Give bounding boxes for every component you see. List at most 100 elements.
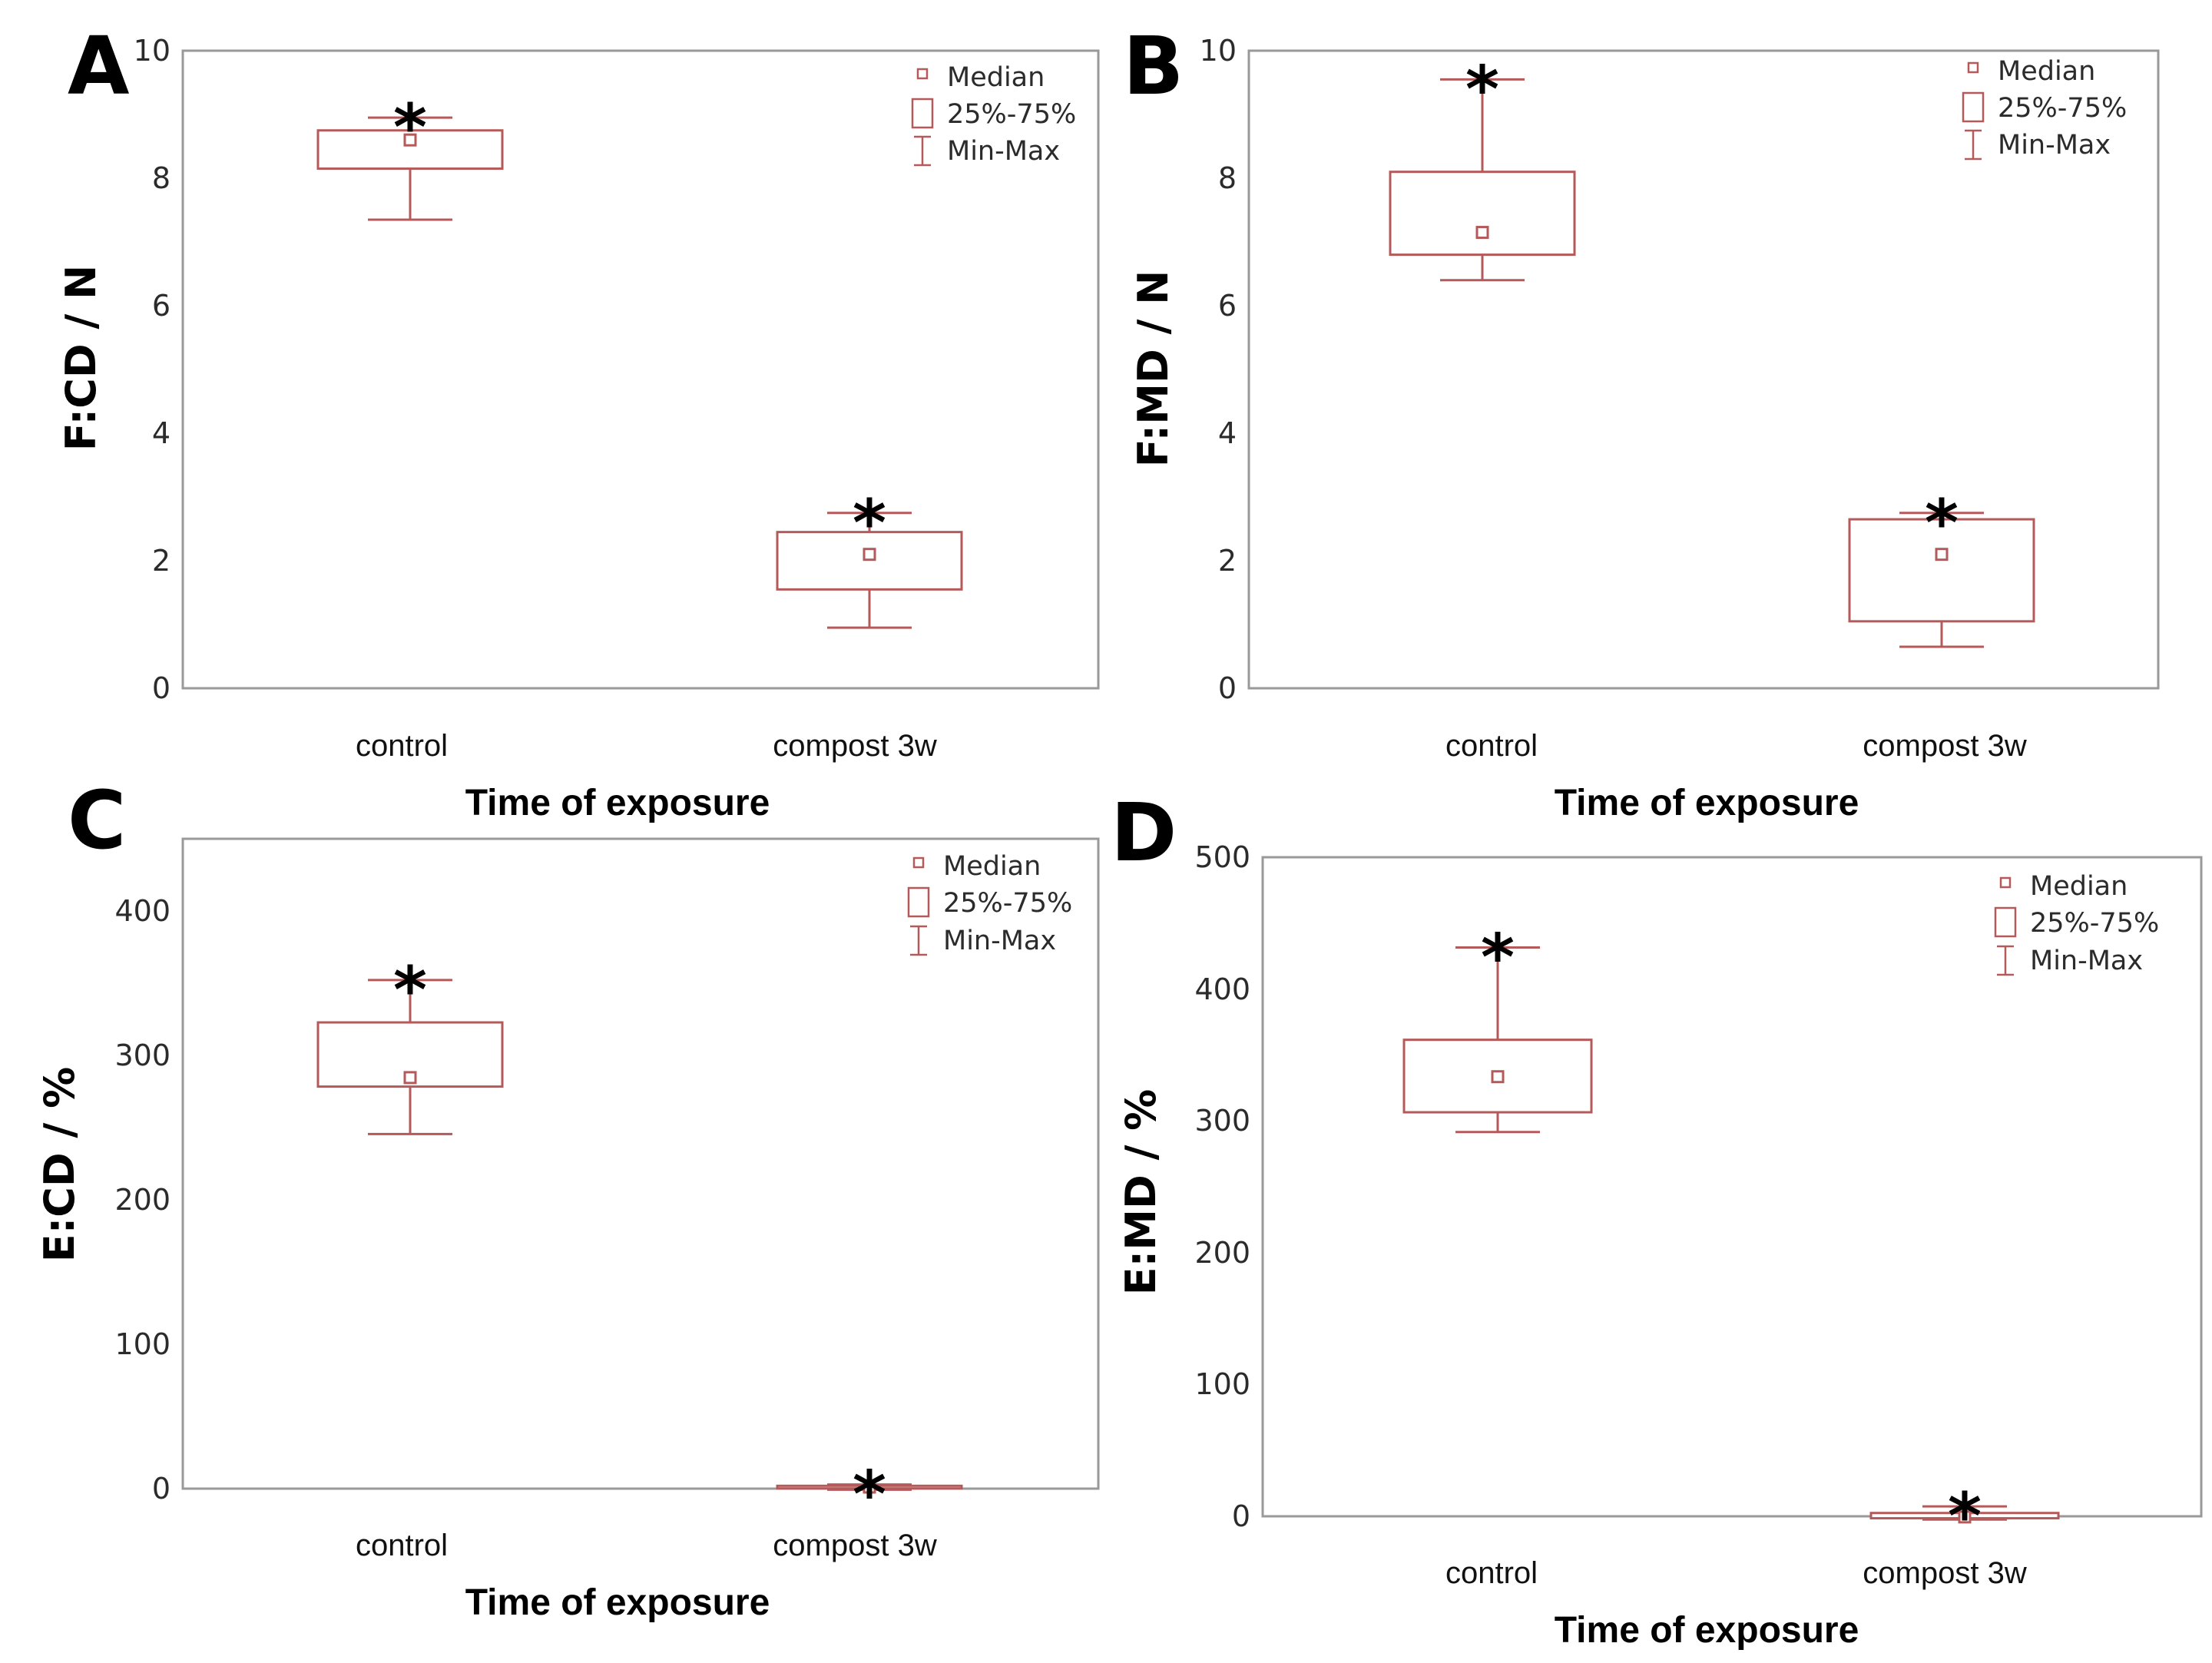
x-axis-title: Time of exposure (465, 783, 770, 823)
panel-label: A (68, 19, 130, 113)
y-tick-label: 0 (1232, 1499, 1250, 1533)
legend-range-swatch (1962, 91, 1985, 123)
boxes: * * (316, 952, 963, 1532)
plot-frame (181, 837, 1100, 1490)
y-tick-label: 2 (1218, 544, 1237, 578)
significance-marker: * (853, 485, 886, 561)
y-tick-label: 8 (1218, 161, 1237, 195)
legend-median-label: Median (943, 851, 1041, 882)
legend: Median 25%-75% Min-Max (1994, 871, 2159, 976)
x-category-label: compost 3w (1863, 729, 2027, 763)
y-tick-label: 6 (1218, 289, 1237, 323)
median-marker (403, 133, 417, 147)
median-marker (1475, 226, 1489, 240)
x-category-label: compost 3w (773, 729, 937, 763)
y-axis-title: F:CD / N (57, 265, 105, 452)
x-category-label: control (356, 729, 448, 763)
legend-minmax-label: Min-Max (1998, 130, 2111, 161)
legend-range-swatch (907, 886, 930, 918)
box-compost-3w: * (776, 485, 963, 629)
y-tick-label: 2 (152, 544, 171, 578)
boxes: * * (316, 90, 963, 629)
median-marker (863, 1480, 876, 1494)
plot-frame (1247, 49, 2160, 690)
legend-range-label: 25%-75% (2030, 908, 2159, 939)
y-tick-label: 500 (1194, 840, 1250, 874)
legend-median-label: Median (947, 62, 1045, 93)
y-tick-label: 100 (1194, 1367, 1250, 1401)
legend-range-swatch (911, 98, 934, 129)
y-ticks: 0 100 200 300 400 (114, 894, 171, 1506)
boxes: * * (1402, 920, 2060, 1554)
x-axis-title: Time of exposure (1555, 1610, 1859, 1651)
y-ticks: 0 2 4 6 8 10 (134, 34, 171, 705)
panel-c: C 0 100 200 300 400 E:CD / % * (35, 774, 1100, 1623)
panel-a: A 0 2 4 6 8 10 F:CD / N * (57, 19, 1100, 823)
iqr-box (1848, 518, 2035, 623)
panel-d: D 0 100 200 300 400 500 E:MD / % * (1111, 786, 2203, 1651)
significance-marker: * (1481, 920, 1515, 995)
box-control: * (1402, 920, 1593, 1134)
significance-marker: * (853, 1457, 886, 1532)
panel-label: C (68, 774, 126, 867)
legend-range-swatch (1994, 906, 2017, 938)
boxes: * * (1389, 51, 2035, 648)
significance-marker: * (393, 90, 427, 165)
y-tick-label: 4 (152, 416, 171, 450)
y-tick-label: 6 (152, 289, 171, 323)
significance-marker: * (1465, 51, 1499, 127)
significance-marker: * (1948, 1479, 1982, 1554)
y-tick-label: 300 (1194, 1104, 1250, 1138)
plot-frame (181, 49, 1100, 690)
legend-median-swatch (912, 856, 925, 869)
x-category-label: compost 3w (773, 1529, 937, 1562)
y-tick-label: 200 (114, 1183, 171, 1217)
median-marker (1491, 1070, 1505, 1084)
median-marker (1935, 548, 1949, 562)
y-tick-label: 8 (152, 161, 171, 195)
panel-b: B 0 2 4 6 8 10 F:MD / N * (1123, 19, 2160, 823)
y-ticks: 0 2 4 6 8 10 (1200, 34, 1237, 705)
x-category-label: compost 3w (1863, 1556, 2027, 1590)
iqr-box (1389, 171, 1576, 257)
y-axis-title: F:MD / N (1129, 270, 1177, 468)
y-tick-label: 0 (1218, 671, 1237, 705)
legend-median-label: Median (2030, 871, 2128, 902)
box-compost-3w: * (1848, 485, 2035, 648)
legend-range-label: 25%-75% (943, 888, 1072, 919)
y-tick-label: 10 (1200, 34, 1237, 68)
box-compost-3w: * (776, 1457, 963, 1532)
iqr-box (316, 1021, 504, 1088)
legend-minmax-label: Min-Max (2030, 946, 2143, 976)
panel-label: B (1123, 19, 1184, 113)
median-marker (863, 548, 876, 562)
y-ticks: 0 100 200 300 400 500 (1194, 840, 1250, 1533)
y-tick-label: 0 (152, 671, 171, 705)
x-axis-title: Time of exposure (1555, 783, 1859, 823)
median-marker (1958, 1510, 1972, 1524)
legend-minmax-label: Min-Max (947, 136, 1060, 167)
legend-median-swatch (1999, 876, 2012, 889)
box-control: * (1389, 51, 1576, 282)
legend-median-swatch (1967, 61, 1979, 74)
box-control: * (316, 90, 504, 221)
y-tick-label: 300 (114, 1039, 171, 1072)
legend-minmax-label: Min-Max (943, 926, 1056, 956)
y-tick-label: 200 (1194, 1236, 1250, 1270)
panel-label: D (1111, 786, 1177, 880)
legend: Median 25%-75% Min-Max (1962, 56, 2127, 161)
y-axis-title: E:CD / % (35, 1067, 84, 1262)
median-marker (403, 1071, 417, 1085)
y-tick-label: 100 (114, 1327, 171, 1361)
legend-median-label: Median (1998, 56, 2095, 87)
box-control: * (316, 952, 504, 1135)
legend: Median 25%-75% Min-Max (907, 851, 1072, 956)
x-category-label: control (356, 1529, 448, 1562)
legend-median-swatch (916, 68, 929, 80)
plot-frame (1261, 856, 2203, 1518)
y-tick-label: 400 (114, 894, 171, 928)
x-category-label: control (1445, 1556, 1538, 1590)
legend-range-label: 25%-75% (947, 99, 1076, 130)
significance-marker: * (393, 952, 427, 1028)
y-tick-label: 0 (152, 1472, 171, 1506)
